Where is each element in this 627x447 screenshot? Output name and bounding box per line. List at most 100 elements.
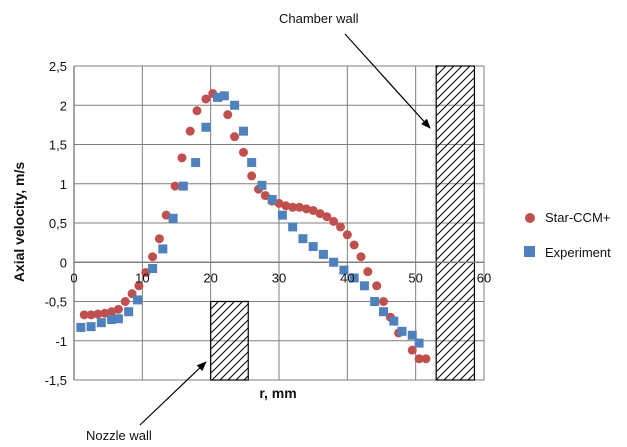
y-tick-label: 1 bbox=[60, 177, 67, 192]
star-ccm-point bbox=[100, 308, 110, 318]
star-ccm-point bbox=[349, 240, 359, 250]
experiment-point bbox=[213, 92, 222, 102]
star-ccm-point bbox=[223, 110, 233, 120]
data-series bbox=[76, 88, 431, 364]
experiment-point bbox=[397, 326, 407, 336]
x-tick-label: 60 bbox=[477, 270, 491, 285]
experiment-point bbox=[339, 265, 349, 275]
star-ccm-point bbox=[185, 126, 195, 136]
experiment-point bbox=[414, 338, 424, 348]
x-tick-label: 10 bbox=[135, 270, 149, 285]
star-ccm-point bbox=[295, 202, 304, 212]
legend: Star-CCM+ Experiment bbox=[524, 210, 611, 260]
chamber-wall-region bbox=[435, 65, 476, 381]
legend-marker-experiment bbox=[524, 246, 535, 257]
star-ccm-point bbox=[322, 212, 332, 222]
experiment-point bbox=[407, 330, 417, 340]
legend-label-star-ccm: Star-CCM+ bbox=[545, 210, 610, 225]
star-ccm-point bbox=[170, 181, 180, 191]
x-tick-label: 0 bbox=[70, 270, 77, 285]
star-ccm-point bbox=[315, 209, 325, 219]
experiment-point bbox=[158, 244, 168, 254]
star-ccm-point bbox=[107, 307, 117, 317]
experiment-point bbox=[96, 318, 106, 328]
experiment-point bbox=[370, 297, 380, 306]
star-ccm-point bbox=[281, 201, 291, 211]
experiment-point bbox=[247, 158, 257, 168]
star-ccm-point bbox=[421, 354, 431, 364]
star-ccm-point bbox=[238, 147, 248, 157]
star-ccm-point bbox=[134, 281, 144, 291]
experiment-point bbox=[168, 213, 178, 223]
experiment-point bbox=[230, 100, 240, 110]
experiment-point bbox=[133, 295, 143, 305]
experiment-point bbox=[76, 322, 86, 332]
experiment-point bbox=[238, 126, 248, 136]
experiment-point bbox=[298, 234, 308, 244]
experiment-point bbox=[107, 315, 117, 325]
experiment-point bbox=[148, 264, 158, 274]
y-tick-label: 1,5 bbox=[49, 138, 67, 153]
nozzle-wall-arrow bbox=[139, 361, 207, 426]
experiment-point bbox=[329, 257, 339, 267]
y-tick-label: 2 bbox=[60, 98, 67, 113]
y-tick-label: 2,5 bbox=[49, 59, 67, 74]
experiment-point bbox=[288, 222, 298, 232]
experiment-point bbox=[219, 91, 229, 101]
star-ccm-point bbox=[260, 191, 270, 201]
experiment-point bbox=[349, 273, 359, 283]
experiment-point bbox=[379, 307, 389, 317]
experiment-point bbox=[124, 307, 134, 317]
star-ccm-point bbox=[356, 252, 366, 262]
y-axis-title: Axial velocity, m/s bbox=[11, 162, 27, 283]
star-ccm-point bbox=[154, 234, 164, 244]
star-ccm-point bbox=[120, 297, 130, 306]
star-ccm-point bbox=[177, 153, 187, 163]
star-ccm-point bbox=[192, 106, 202, 116]
y-tick-label: -1 bbox=[55, 334, 67, 349]
star-ccm-point bbox=[113, 304, 123, 314]
experiment-point bbox=[277, 210, 287, 220]
star-ccm-point bbox=[86, 310, 96, 320]
tick-labels: 2,521,510,50-0,5-1-1,50 10 20 30 40 50 60 bbox=[45, 59, 492, 388]
star-ccm-point bbox=[141, 267, 151, 277]
experiment-point bbox=[86, 322, 96, 332]
star-ccm-point bbox=[329, 216, 339, 226]
x-tick-label: 30 bbox=[272, 270, 286, 285]
y-tick-label: 0,5 bbox=[49, 216, 67, 231]
x-tick-label: 40 bbox=[340, 270, 354, 285]
wall-regions bbox=[210, 65, 476, 381]
experiment-point bbox=[201, 122, 211, 132]
star-ccm-point bbox=[301, 204, 311, 214]
experiment-point bbox=[318, 249, 328, 259]
star-ccm-point bbox=[79, 310, 89, 320]
star-ccm-point bbox=[414, 354, 424, 364]
star-ccm-point bbox=[247, 171, 257, 181]
chamber-wall-arrow bbox=[344, 33, 431, 129]
experiment-point bbox=[178, 181, 188, 191]
star-ccm-point bbox=[201, 94, 211, 104]
experiment-point bbox=[267, 194, 277, 204]
chamber-wall-label: Chamber wall bbox=[279, 11, 359, 26]
star-ccm-point bbox=[336, 222, 345, 232]
nozzle-wall-region bbox=[210, 300, 249, 381]
y-tick-label: -0,5 bbox=[45, 295, 67, 310]
y-tick-label: 0 bbox=[60, 255, 67, 270]
star-ccm-point bbox=[274, 198, 284, 208]
x-tick-label: 50 bbox=[408, 270, 422, 285]
experiment-point bbox=[191, 158, 201, 168]
x-tick-label: 20 bbox=[203, 270, 217, 285]
axes bbox=[73, 66, 484, 380]
star-ccm-point bbox=[379, 297, 389, 306]
experiment-point bbox=[308, 242, 318, 252]
star-ccm-point bbox=[93, 309, 103, 319]
star-ccm-point bbox=[161, 210, 171, 220]
x-axis-title: r, mm bbox=[259, 385, 296, 401]
experiment-point bbox=[359, 281, 369, 291]
experiment-point bbox=[113, 314, 123, 324]
nozzle-wall-label: Nozzle wall bbox=[86, 428, 152, 443]
y-tick-label: -1,5 bbox=[45, 373, 67, 388]
grid bbox=[73, 65, 485, 381]
star-ccm-point bbox=[148, 252, 158, 262]
